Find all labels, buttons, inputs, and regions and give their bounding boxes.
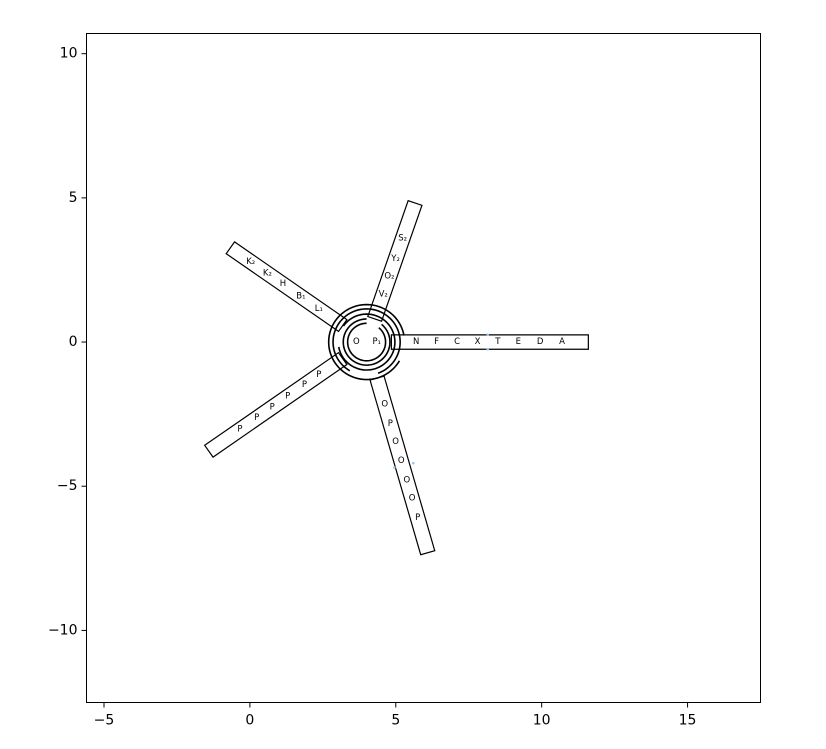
y-tick-label-4: −10: [48, 622, 78, 638]
marker-dot-2: [411, 461, 415, 465]
arm-north-label-3: S₂: [398, 233, 407, 243]
y-tick-label-0: 10: [60, 46, 78, 62]
arm-south-label-3: O: [398, 456, 405, 466]
arm-east-label-3: X: [475, 337, 481, 347]
center-ring-1: [342, 318, 391, 366]
arm-south-label-1: P: [388, 419, 393, 429]
arm-southwest-label-3: P: [270, 402, 275, 412]
axis-ticks: −5 0 5 10 15 10 5 0 −5 −10: [48, 46, 697, 729]
center-ring-3: [332, 308, 401, 374]
arm-east-label-4: T: [494, 337, 501, 347]
arm-south-label-2: O: [392, 437, 399, 447]
arm-southwest-label-0: P: [316, 370, 321, 380]
marker-dot-1: [486, 347, 489, 351]
arm-north: [367, 199, 423, 322]
arm-east-label-1: F: [434, 337, 439, 347]
x-tick-label-1: 0: [245, 713, 254, 729]
arm-east-label-6: D: [537, 337, 544, 347]
arm-northwest-label-1: B₁: [296, 292, 305, 302]
arm-south-label-0: O: [381, 399, 388, 409]
arm-south-label-5: O: [409, 494, 416, 504]
arm-south-label-4: O: [403, 476, 410, 486]
x-tick-label-2: 5: [391, 713, 400, 729]
arm-northwest: [225, 241, 348, 333]
center-ring-0: [346, 322, 387, 362]
arm-east-label-2: C: [454, 337, 460, 347]
y-tick-label-2: 0: [69, 334, 78, 350]
x-tick-label-0: −5: [94, 713, 115, 729]
center-label-1: P₁: [373, 337, 382, 347]
arm-northwest-label-2: H: [280, 279, 286, 289]
y-tick-label-1: 5: [69, 190, 78, 206]
arm-north-label-1: O₂: [384, 272, 394, 282]
arm-southwest-label-4: P: [254, 413, 259, 423]
y-tick-label-3: −5: [57, 478, 78, 494]
arm-southwest: [203, 351, 348, 458]
arm-north-label-2: Y₂: [390, 254, 400, 264]
x-tick-label-3: 10: [533, 713, 551, 729]
center-label-0: O: [353, 337, 360, 347]
arm-south-label-6: P: [415, 513, 420, 523]
center-ring-2: [337, 313, 396, 371]
arm-east-label-5: E: [516, 337, 521, 347]
center-ring-4: [327, 303, 405, 381]
arm-northwest-label-3: K₂: [263, 268, 272, 278]
x-tick-label-4: 15: [679, 713, 697, 729]
arm-southwest-label-5: P: [237, 425, 242, 435]
arm-northwest-label-4: K₂: [246, 257, 255, 267]
plot-frame: [86, 33, 761, 703]
arm-southwest-label-1: P: [302, 380, 307, 390]
arm-east: [390, 334, 589, 350]
arm-north-label-0: V₂: [379, 289, 388, 299]
arm-east-label-7: A: [559, 337, 565, 347]
marker-dot-0: [486, 333, 489, 337]
marker-dot-3: [393, 466, 396, 469]
arm-southwest-label-2: P: [285, 392, 290, 402]
arm-northwest-label-0: L₁: [315, 304, 323, 314]
arm-east-label-0: N: [413, 337, 419, 347]
